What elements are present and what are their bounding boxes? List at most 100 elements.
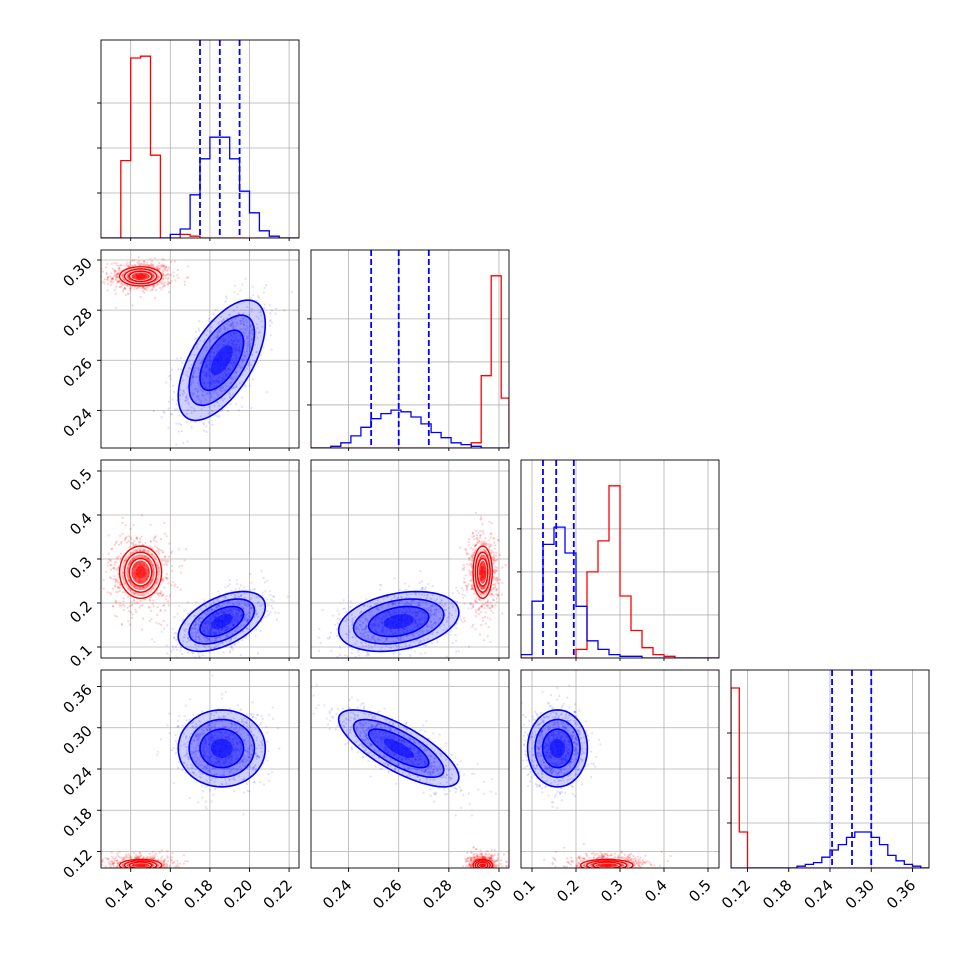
red-sample-point bbox=[141, 617, 145, 620]
red-sample-point bbox=[159, 593, 162, 596]
red-sample-point bbox=[155, 266, 158, 269]
blue-sample-point bbox=[205, 346, 208, 349]
blue-sample-point bbox=[245, 347, 249, 350]
blue-sample-point bbox=[205, 636, 208, 639]
blue-sample-point bbox=[246, 337, 249, 340]
blue-sample-point bbox=[247, 615, 250, 618]
red-contour bbox=[130, 559, 152, 586]
blue-sample-point bbox=[210, 375, 213, 378]
blue-sample-point bbox=[194, 330, 198, 333]
blue-sample-point bbox=[247, 345, 250, 348]
red-sample-point bbox=[123, 287, 126, 290]
red-sample-point bbox=[154, 545, 157, 548]
red-sample-point bbox=[491, 604, 494, 607]
red-sample-point bbox=[149, 540, 152, 544]
blue-sample-point bbox=[197, 619, 200, 622]
red-sample-point bbox=[164, 598, 167, 601]
blue-sample-point bbox=[191, 376, 194, 379]
red-sample-point bbox=[167, 860, 170, 863]
red-sample-point bbox=[464, 547, 467, 551]
blue-sample-point bbox=[244, 369, 247, 372]
red-sample-point bbox=[484, 543, 488, 546]
red-sample-point bbox=[130, 541, 133, 545]
blue-sample-point bbox=[170, 412, 173, 415]
red-sample-point bbox=[135, 563, 138, 567]
blue-sample-point bbox=[246, 352, 249, 356]
blue-sample-point bbox=[226, 323, 229, 326]
red-sample-point bbox=[142, 260, 145, 263]
blue-sample-point bbox=[219, 343, 222, 346]
red-sample-point bbox=[132, 852, 135, 855]
blue-sample-point bbox=[380, 648, 383, 651]
blue-sample-point bbox=[210, 609, 213, 612]
blue-sample-point bbox=[197, 367, 200, 370]
blue-sample-point bbox=[178, 414, 181, 417]
blue-sample-point bbox=[234, 615, 237, 618]
blue-sample-point bbox=[228, 324, 231, 327]
red-sample-point bbox=[475, 536, 478, 540]
red-sample-point bbox=[162, 268, 165, 271]
blue-sample-point bbox=[419, 631, 422, 634]
blue-sample-point bbox=[209, 393, 213, 396]
blue-sample-point bbox=[200, 361, 203, 364]
red-sample-point bbox=[167, 280, 170, 283]
blue-sample-point bbox=[194, 387, 198, 390]
red-sample-point bbox=[496, 577, 499, 581]
red-sample-point bbox=[478, 540, 481, 543]
red-sample-point bbox=[109, 281, 112, 284]
blue-sample-point bbox=[214, 381, 217, 384]
blue-sample-point bbox=[380, 620, 383, 624]
red-sample-point bbox=[161, 285, 164, 288]
blue-sample-point bbox=[216, 334, 220, 337]
blue-sample-point bbox=[342, 599, 345, 602]
blue-sample-point bbox=[212, 599, 215, 602]
blue-sample-point bbox=[233, 629, 237, 632]
red-sample-point bbox=[157, 548, 160, 551]
blue-sample-point bbox=[170, 650, 173, 653]
blue-sample-point bbox=[199, 339, 202, 342]
red-sample-point bbox=[130, 264, 134, 267]
red-sample-point bbox=[146, 557, 149, 560]
blue-sample-point bbox=[201, 624, 204, 628]
red-sample-point bbox=[114, 600, 117, 603]
blue-sample-point bbox=[208, 631, 211, 634]
red-sample-point bbox=[112, 864, 115, 868]
blue-sample-point bbox=[185, 421, 188, 424]
red-sample-point bbox=[117, 586, 120, 589]
blue-sample-point bbox=[336, 609, 339, 612]
blue-sample-point bbox=[242, 320, 245, 324]
red-sample-point bbox=[138, 579, 141, 582]
blue-sample-point bbox=[417, 604, 420, 608]
blue-sample-point bbox=[209, 364, 212, 367]
blue-sample-point bbox=[170, 368, 174, 371]
blue-sample-point bbox=[235, 608, 238, 611]
red-sample-point bbox=[145, 591, 148, 594]
red-sample-point bbox=[150, 595, 153, 598]
blue-sample-point bbox=[191, 379, 194, 382]
blue-sample-point bbox=[176, 357, 179, 360]
red-sample-point bbox=[149, 540, 152, 543]
blue-sample-point bbox=[242, 322, 245, 325]
red-sample-point bbox=[135, 287, 138, 291]
blue-sample-point bbox=[233, 386, 236, 389]
red-sample-point bbox=[489, 552, 492, 555]
red-sample-point bbox=[162, 270, 165, 273]
blue-sample-point bbox=[209, 359, 212, 362]
red-contour bbox=[118, 266, 163, 287]
blue-sample-point bbox=[195, 647, 198, 650]
red-sample-point bbox=[145, 578, 148, 581]
blue-sample-point bbox=[354, 616, 357, 619]
blue-sample-point bbox=[460, 618, 463, 622]
red-contour bbox=[476, 557, 489, 587]
blue-sample-point bbox=[218, 611, 221, 614]
blue-sample-point bbox=[234, 317, 237, 320]
red-sample-point bbox=[133, 288, 136, 291]
blue-sample-point bbox=[261, 591, 264, 594]
red-sample-point bbox=[123, 287, 126, 290]
blue-sample-point bbox=[430, 623, 433, 626]
blue-sample-point bbox=[196, 381, 199, 385]
red-sample-point bbox=[117, 590, 120, 594]
red-sample-point bbox=[174, 583, 177, 586]
blue-sample-point bbox=[198, 329, 201, 332]
red-sample-point bbox=[160, 288, 163, 291]
